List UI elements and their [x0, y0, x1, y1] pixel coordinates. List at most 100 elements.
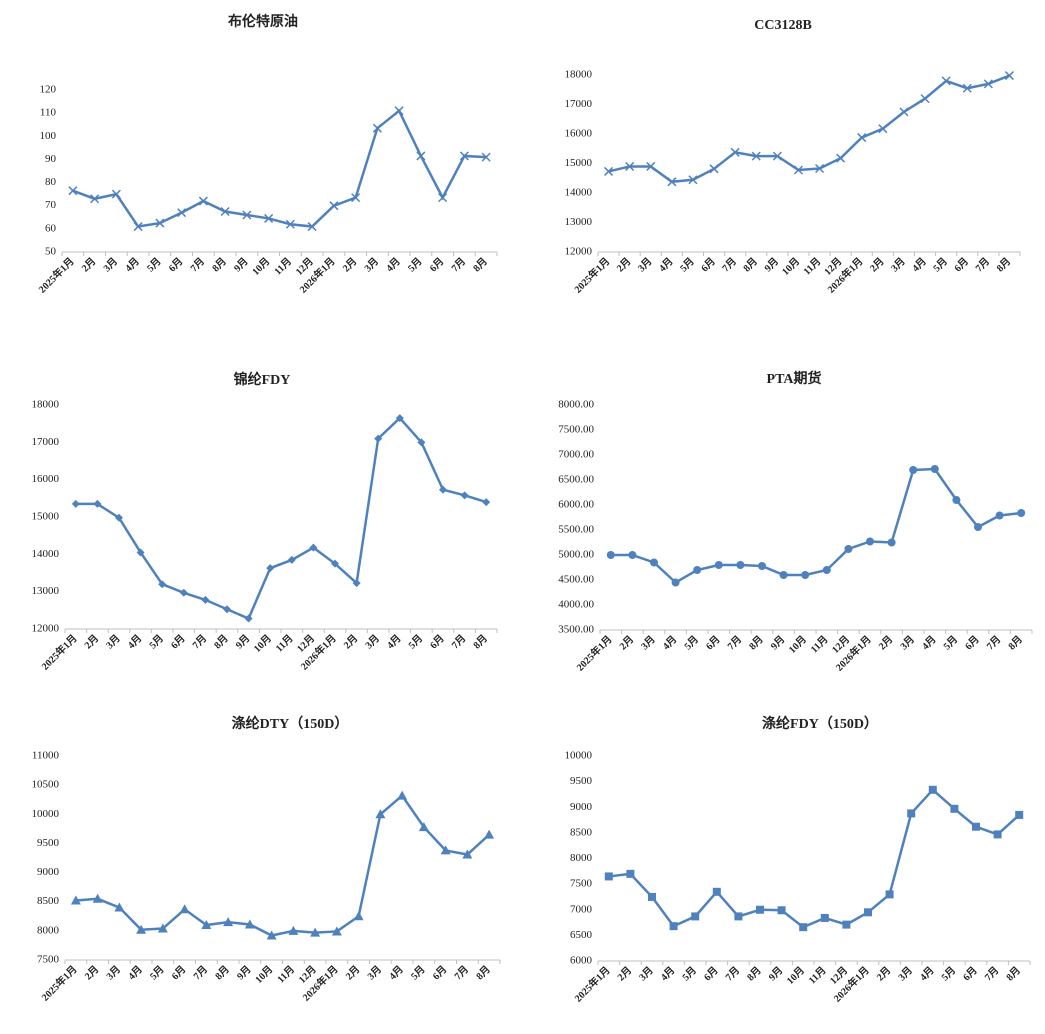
y-tick-label: 10000	[565, 750, 593, 762]
marker	[878, 124, 888, 134]
marker	[928, 785, 937, 794]
marker	[158, 580, 167, 589]
marker	[909, 466, 918, 474]
x-tick-label: 11月	[806, 964, 828, 986]
y-tick-label: 18000	[32, 399, 60, 411]
marker	[1004, 71, 1014, 81]
x-tick-label: 9月	[233, 632, 252, 651]
marker	[157, 923, 168, 933]
marker	[462, 849, 473, 859]
x-tick-label: 2月	[340, 255, 359, 274]
x-tick-label: 2025年1月	[574, 633, 615, 674]
marker	[671, 578, 680, 587]
x-tick-label: 2月	[341, 632, 360, 651]
marker	[331, 559, 339, 568]
x-tick-label: 7月	[449, 632, 468, 651]
x-tick-label: 4月	[917, 964, 936, 983]
x-tick-label: 6月	[427, 255, 446, 274]
x-tick-label: 4月	[125, 632, 144, 651]
x-tick-label: 4月	[657, 255, 676, 274]
marker	[285, 219, 295, 229]
marker	[885, 890, 894, 899]
line-chart: 涤纶DTY（150D） 7500 8000 8500 9000 9500 10000 1050…	[32, 715, 501, 1004]
x-tick-label: 9月	[766, 964, 785, 983]
y-tick-label: 3500.00	[558, 624, 594, 636]
marker	[220, 206, 230, 217]
x-tick-label: 5月	[148, 963, 167, 982]
x-tick-label: 3月	[104, 963, 123, 982]
x-tick-label: 5月	[409, 963, 428, 982]
y-tick-label: 7000.00	[558, 449, 594, 461]
chart-title: 锦纶FDY	[234, 371, 291, 388]
marker	[460, 491, 469, 500]
x-tick-label: 8月	[747, 633, 766, 652]
marker	[115, 513, 123, 522]
chart-title: 涤纶DTY（150D）	[232, 715, 349, 732]
data-line	[72, 108, 487, 228]
x-tick-label: 3月	[896, 964, 915, 983]
x-tick-label: 10月	[250, 255, 273, 278]
x-tick-label: 11月	[801, 255, 823, 277]
marker	[417, 438, 426, 447]
x-tick-label: 3月	[101, 255, 120, 274]
marker	[628, 551, 637, 559]
x-tick-label: 8月	[213, 963, 232, 982]
marker	[950, 804, 959, 813]
x-tick-label: 7月	[191, 963, 210, 982]
x-tick-label: 2025年1月	[572, 964, 613, 1005]
x-tick-label: 4月	[126, 963, 145, 982]
x-tick-label: 11月	[272, 255, 294, 277]
x-tick-label: 6月	[961, 964, 980, 983]
x-tick-label: 7月	[973, 255, 992, 274]
y-tick-label: 7500.00	[558, 424, 594, 436]
marker	[223, 605, 231, 614]
y-tick-label: 16000	[32, 473, 60, 485]
marker	[155, 218, 165, 228]
y-tick-label: 110	[40, 107, 57, 119]
marker	[974, 523, 982, 531]
x-tick-label: 10月	[784, 964, 807, 987]
marker	[758, 562, 766, 570]
y-tick-label: 10500	[32, 779, 60, 791]
y-tick-label: 9000	[37, 866, 60, 878]
data-line	[608, 74, 1010, 184]
chart-title: 涤纶FDY（150D）	[762, 715, 878, 732]
x-tick-label: 7月	[723, 964, 742, 983]
x-tick-label: 5月	[939, 964, 958, 983]
x-tick-label: 5月	[147, 632, 166, 651]
x-tick-label: 8月	[474, 963, 493, 982]
marker	[223, 917, 234, 927]
marker	[688, 175, 698, 185]
marker	[266, 564, 275, 573]
x-tick-label: 2025年1月	[36, 255, 77, 296]
y-tick-label: 6500	[570, 929, 593, 941]
marker	[815, 163, 825, 174]
marker	[604, 166, 614, 176]
x-tick-label: 5月	[941, 633, 960, 652]
x-tick-label: 5月	[682, 633, 701, 652]
marker	[751, 151, 761, 161]
y-tick-label: 8000	[37, 924, 60, 936]
y-tick-label: 11000	[32, 750, 60, 762]
marker	[133, 222, 143, 232]
y-tick-label: 14000	[565, 187, 593, 199]
marker	[693, 566, 702, 574]
x-tick-label: 2月	[82, 963, 101, 982]
marker	[416, 151, 426, 161]
marker	[266, 930, 277, 940]
y-tick-label: 9500	[37, 837, 60, 849]
x-tick-label: 6月	[701, 964, 720, 983]
y-tick-label: 50	[45, 246, 57, 258]
y-tick-label: 9500	[570, 775, 593, 787]
marker	[111, 189, 121, 199]
marker	[836, 153, 846, 163]
x-tick-label: 8月	[745, 964, 764, 983]
marker	[734, 912, 743, 921]
y-tick-label: 80	[45, 176, 57, 188]
marker	[626, 869, 635, 878]
marker	[482, 498, 491, 507]
line-chart: CC3128B 12000 13000 14000 15000 16000 17000 180…	[565, 18, 1021, 296]
data-line	[75, 793, 490, 937]
